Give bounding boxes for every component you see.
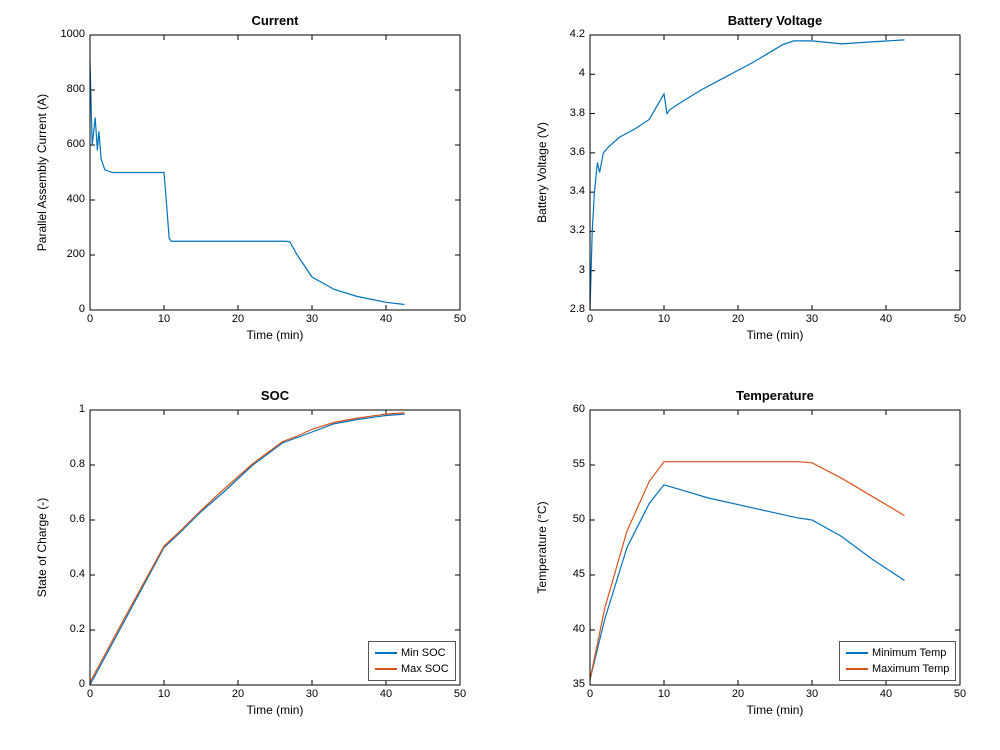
series-line [590,40,905,310]
ylabel: State of Charge (-) [35,410,49,685]
legend-swatch [846,652,868,654]
xlabel: Time (min) [590,703,960,717]
legend-item: Maximum Temp [846,661,949,677]
series-line [90,414,405,685]
ylabel: Temperature (°C) [535,410,549,685]
ylabel: Battery Voltage (V) [535,35,549,310]
xtick-label: 40 [371,313,401,325]
legend-swatch [375,668,397,670]
xtick-label: 50 [945,688,975,700]
legend-label: Max SOC [401,663,449,675]
xtick-label: 20 [723,688,753,700]
legend-label: Minimum Temp [872,647,946,659]
subplot-soc: SOC0102030405000.20.40.60.81Time (min)St… [0,375,500,750]
ylabel: Parallel Assembly Current (A) [35,35,49,310]
xtick-label: 30 [297,688,327,700]
legend-item: Max SOC [375,661,449,677]
xtick-label: 20 [223,313,253,325]
subplot-temp: Temperature01020304050354045505560Time (… [500,375,1000,750]
xtick-label: 10 [649,688,679,700]
legend: Min SOC Max SOC [368,641,456,681]
figure-grid: Current0102030405002004006008001000Time … [0,0,1000,750]
legend-swatch [846,668,868,670]
xtick-label: 50 [445,688,475,700]
legend: Minimum Temp Maximum Temp [839,641,956,681]
xlabel: Time (min) [590,328,960,342]
xtick-label: 10 [149,688,179,700]
xtick-label: 10 [649,313,679,325]
xtick-label: 50 [445,313,475,325]
legend-label: Maximum Temp [872,663,949,675]
xlabel: Time (min) [90,703,460,717]
xtick-label: 40 [371,688,401,700]
legend-swatch [375,652,397,654]
xtick-label: 30 [797,313,827,325]
xtick-label: 40 [871,688,901,700]
subplot-current: Current0102030405002004006008001000Time … [0,0,500,375]
legend-label: Min SOC [401,647,446,659]
xtick-label: 40 [871,313,901,325]
xtick-label: 30 [797,688,827,700]
series-line [90,63,405,305]
xtick-label: 10 [149,313,179,325]
subplot-voltage: Battery Voltage010203040502.833.23.43.63… [500,0,1000,375]
series-line [90,413,405,683]
legend-item: Minimum Temp [846,645,949,661]
xtick-label: 20 [723,313,753,325]
xtick-label: 20 [223,688,253,700]
xlabel: Time (min) [90,328,460,342]
xtick-label: 50 [945,313,975,325]
legend-item: Min SOC [375,645,449,661]
xtick-label: 30 [297,313,327,325]
